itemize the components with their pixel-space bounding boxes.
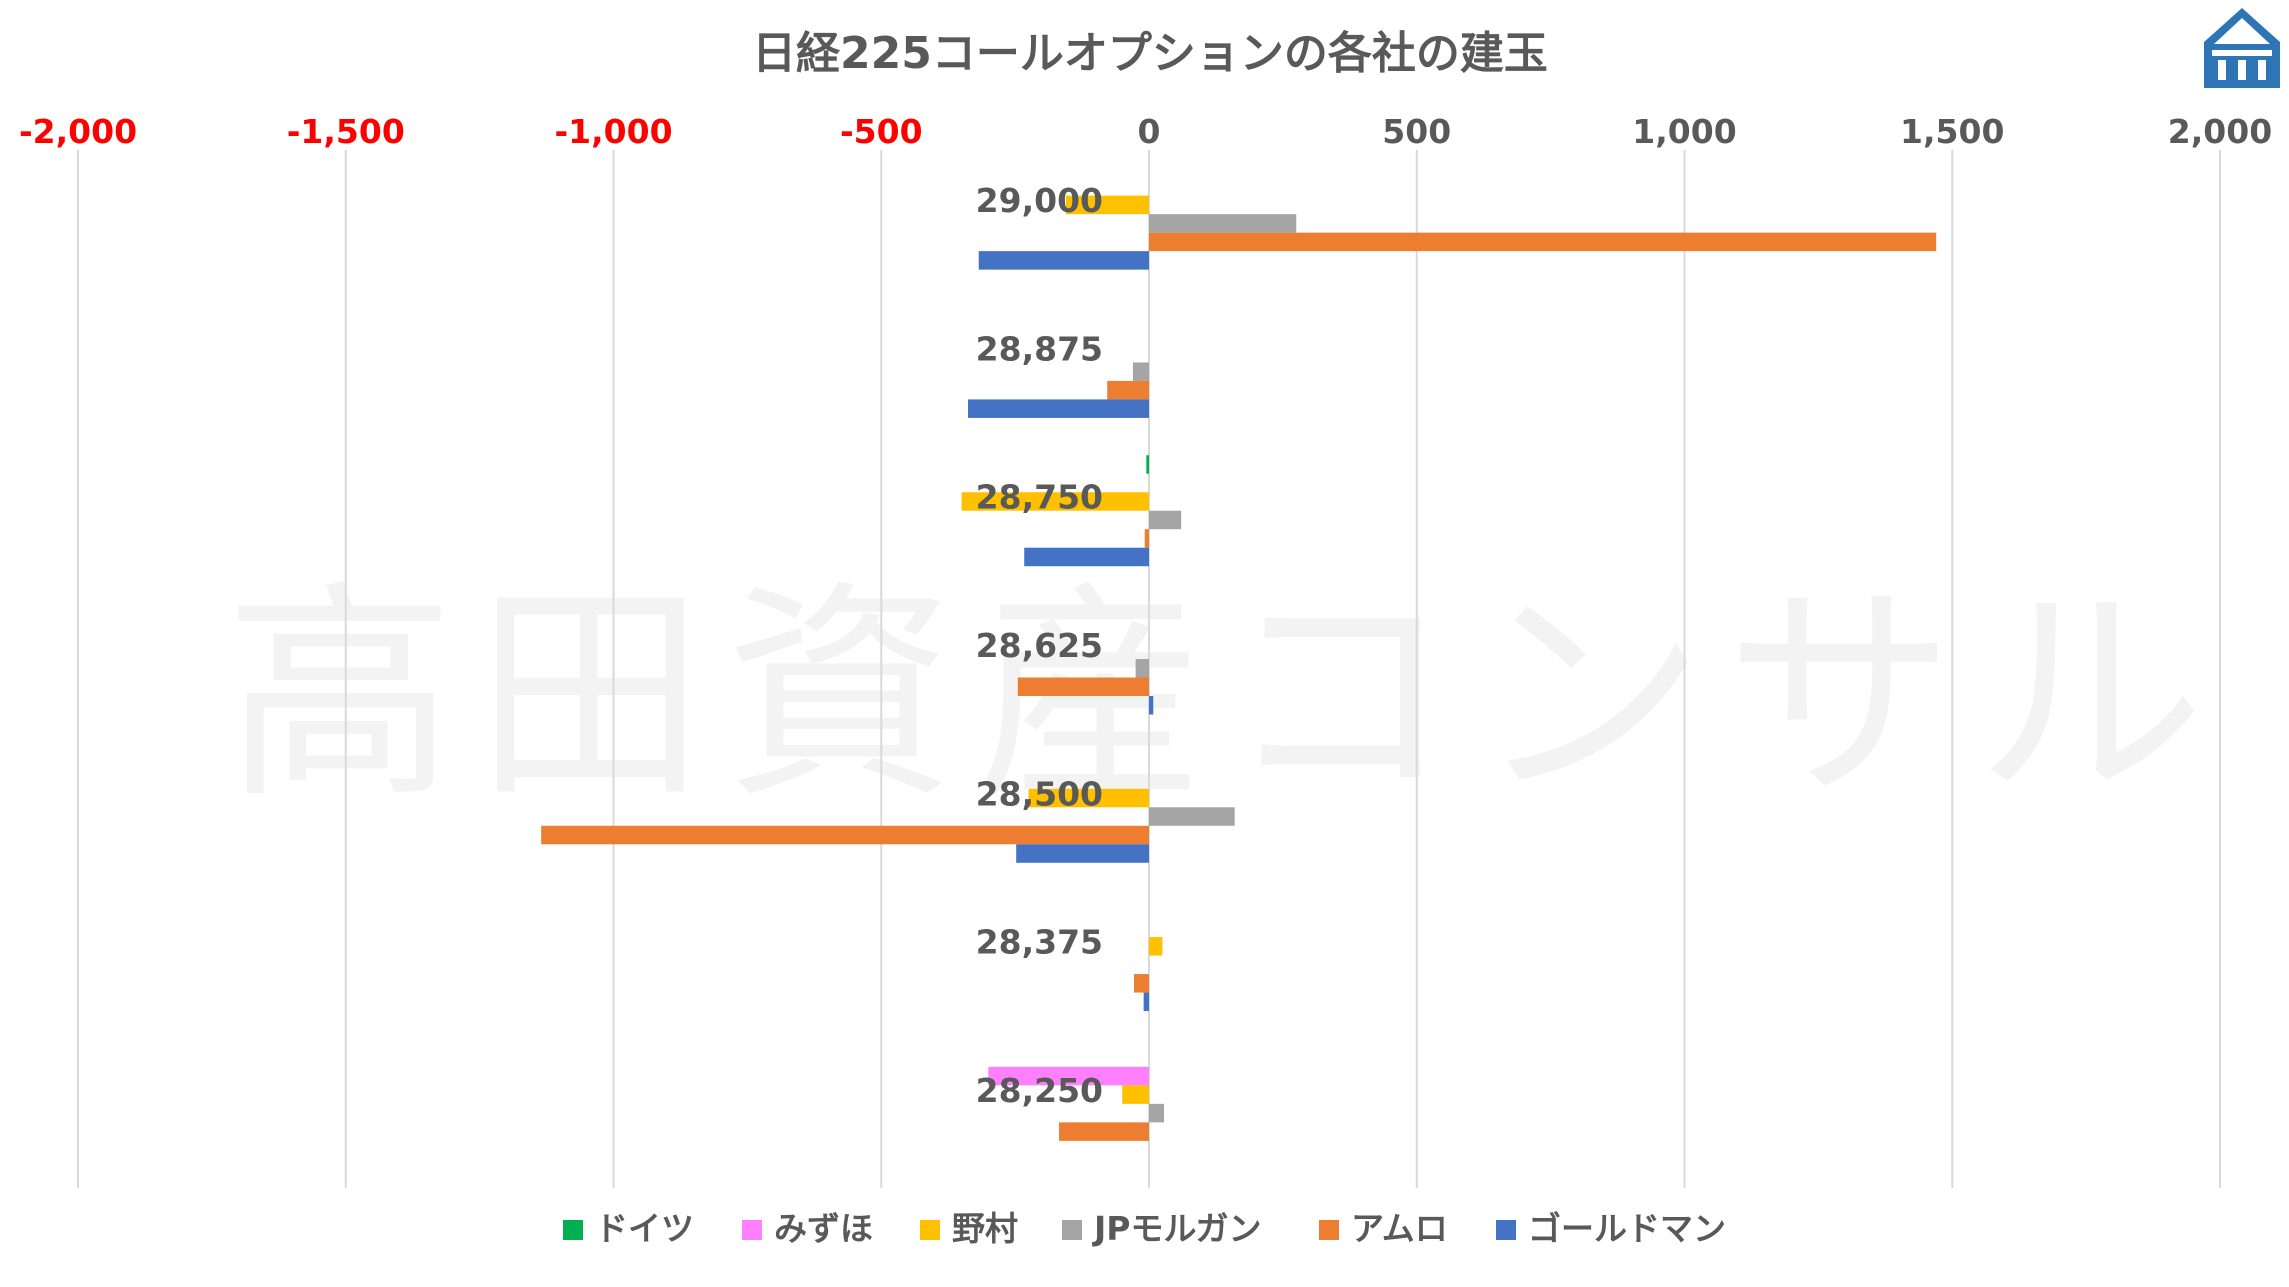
bar-野村-28,250 — [1122, 1085, 1149, 1104]
x-tick-label: 0 — [1138, 112, 1161, 151]
category-label: 28,875 — [976, 329, 1103, 368]
x-tick-label: 1,500 — [1900, 112, 2004, 151]
bar-ゴールドマン-28,375 — [1143, 992, 1149, 1012]
legend-label: みずほ — [774, 1209, 873, 1248]
bar-ゴールドマン-29,000 — [978, 251, 1149, 270]
bars — [541, 195, 1937, 1141]
bar-JPモルガン-28,625 — [1135, 659, 1149, 678]
bar-野村-28,375 — [1149, 937, 1163, 956]
legend-swatch — [1062, 1220, 1082, 1240]
category-label: 28,750 — [976, 478, 1103, 517]
legend-swatch — [1496, 1220, 1516, 1240]
bar-アムロ-28,875 — [1107, 380, 1149, 400]
bar-ゴールドマン-28,750 — [1024, 547, 1149, 567]
category-label: 28,250 — [976, 1071, 1103, 1110]
bar-JPモルガン-28,750 — [1149, 510, 1182, 530]
legend-swatch — [920, 1220, 940, 1240]
watermark: 高田資産コンサル — [225, 563, 2225, 830]
house-logo-icon — [2204, 8, 2280, 88]
bar-ゴールドマン-28,500 — [1016, 844, 1149, 863]
x-tick-labels: -2,000 -1,500 -1,000 -500 0 500 1,000 1,500 2,00… — [19, 112, 2272, 151]
legend-label: ドイツ — [595, 1209, 694, 1248]
category-labels: 29,000 28,875 28,750 28,625 28,500 28,375 28,2… — [976, 181, 1103, 1110]
x-tick-label: 500 — [1382, 112, 1451, 151]
bar-アムロ-29,000 — [1149, 232, 1937, 252]
category-label: 28,500 — [976, 774, 1103, 813]
category-label: 29,000 — [976, 181, 1103, 220]
bar-アムロ-28,625 — [1017, 677, 1149, 696]
legend-label: 野村 — [952, 1209, 1018, 1248]
bar-アムロ-28,750 — [1144, 529, 1149, 548]
bar-アムロ-28,375 — [1134, 974, 1149, 993]
bar-みずほ-28,250 — [988, 1066, 1149, 1086]
category-label: 28,375 — [976, 923, 1103, 962]
x-tick-label: -500 — [840, 112, 923, 151]
x-tick-label: 1,000 — [1632, 112, 1736, 151]
legend-swatch — [563, 1220, 583, 1240]
bar-ドイツ-28,750 — [1146, 455, 1149, 474]
bar-ゴールドマン-28,875 — [968, 399, 1149, 418]
x-tick-label: 2,000 — [2168, 112, 2272, 151]
chart-title: 日経225コールオプションの各社の建玉 — [752, 28, 1548, 79]
legend-label: JPモルガン — [1092, 1209, 1261, 1248]
bar-アムロ-28,500 — [541, 825, 1149, 845]
legend: ドイツ みずほ 野村 JPモルガン アムロ ゴールドマン — [563, 1209, 1726, 1248]
bar-JPモルガン-28,250 — [1149, 1103, 1164, 1123]
bar-野村-29,000 — [1065, 195, 1149, 215]
bar-JPモルガン-29,000 — [1149, 214, 1297, 233]
bar-野村-28,750 — [961, 492, 1149, 511]
legend-swatch — [1319, 1220, 1339, 1240]
bar-アムロ-28,250 — [1059, 1122, 1149, 1141]
legend-label: ゴールドマン — [1528, 1209, 1726, 1248]
legend-swatch — [742, 1220, 762, 1240]
category-label: 28,625 — [976, 626, 1103, 665]
bar-JPモルガン-28,875 — [1132, 362, 1149, 381]
bar-JPモルガン-28,500 — [1149, 807, 1235, 826]
bar-野村-28,500 — [1028, 788, 1149, 808]
x-tick-label: -1,000 — [554, 112, 672, 151]
x-tick-label: -2,000 — [19, 112, 137, 151]
bar-ゴールドマン-28,625 — [1149, 696, 1154, 715]
legend-label: アムロ — [1351, 1209, 1448, 1248]
x-tick-label: -1,500 — [287, 112, 405, 151]
